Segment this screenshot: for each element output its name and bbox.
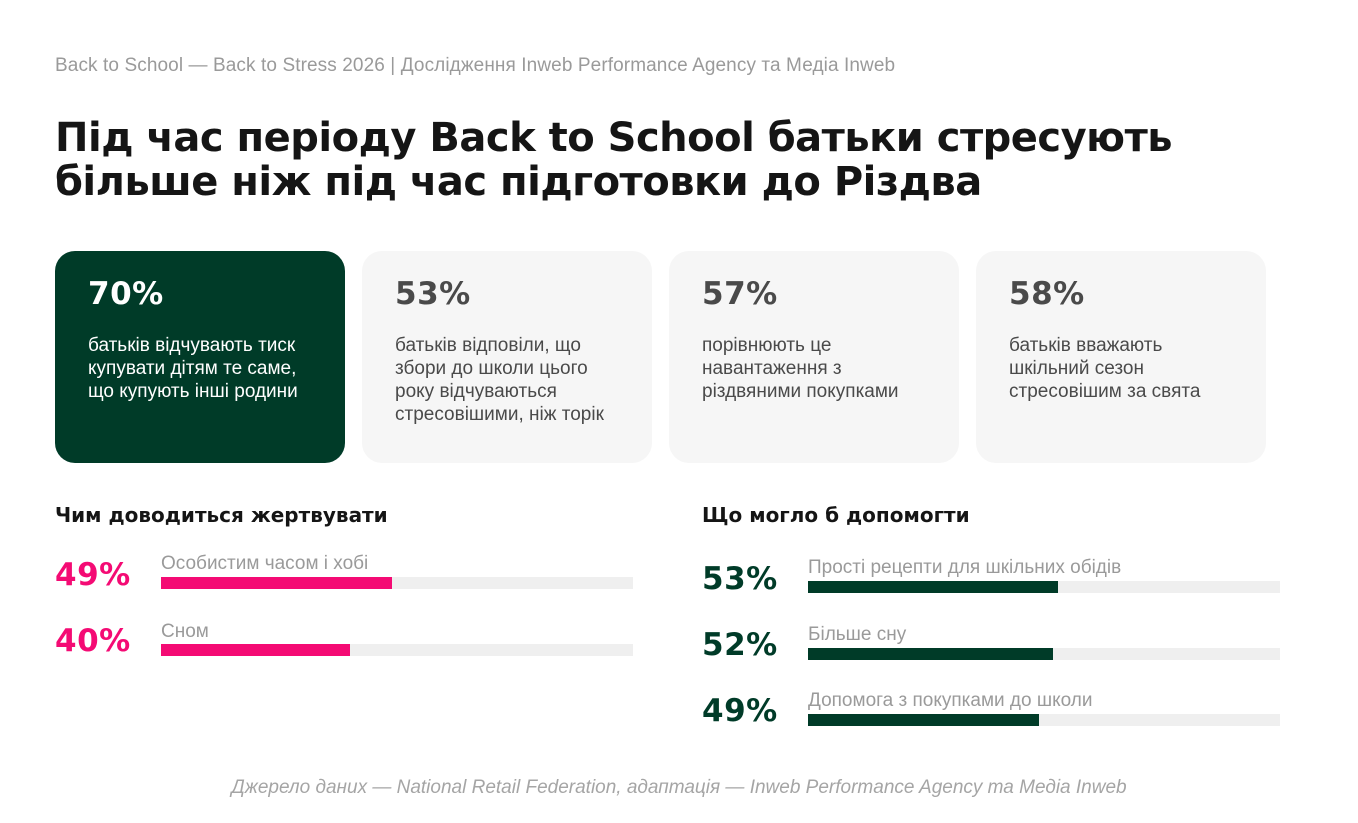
help-chart-title: Що могло б допомогти [702, 503, 970, 527]
bar-track [161, 644, 633, 656]
sacrifice-chart-title: Чим доводиться жертвувати [55, 503, 388, 527]
bar-category-label: Особистим часом і хобі [161, 553, 369, 574]
stat-card-value: 53% [395, 276, 471, 312]
stat-card: 70% батьків відчувають тиск купувати діт… [55, 251, 345, 463]
bar-value-label: 53% [702, 561, 778, 597]
bar [808, 581, 1059, 593]
stat-card-value: 58% [1009, 276, 1085, 312]
bar-category-label: Допомога з покупками до школи [808, 690, 1093, 711]
stat-card: 58% батьків вважають шкільний сезон стре… [976, 251, 1266, 463]
bar-value-label: 40% [55, 623, 131, 659]
stat-card-value: 70% [88, 276, 164, 312]
stat-card-value: 57% [702, 276, 778, 312]
data-source-note: Джерело даних — National Retail Federati… [231, 777, 1127, 798]
bar [808, 714, 1040, 726]
headline: Під час періоду Back to School батьки ст… [55, 115, 1173, 205]
bar-value-label: 49% [702, 693, 778, 729]
bar-category-label: Прості рецепти для шкільних обідів [808, 557, 1122, 578]
report-subtitle: Back to School — Back to Stress 2026 | Д… [55, 55, 896, 76]
bar-value-label: 49% [55, 557, 131, 593]
stat-card-text: батьків вважають шкільний сезон стресові… [1009, 335, 1201, 402]
bar-category-label: Сном [161, 621, 209, 642]
bar-track [808, 648, 1280, 660]
stat-card-text: порівнюють це навантаження з різдвяними … [702, 335, 899, 402]
bar [161, 644, 350, 656]
stat-card: 53% батьків відповіли, що збори до школи… [362, 251, 652, 463]
bar [808, 648, 1054, 660]
bar [161, 577, 393, 589]
bar-category-label: Більше сну [808, 624, 907, 645]
bar-track [808, 581, 1280, 593]
stat-card-text: батьків відповіли, що збори до школи цьо… [395, 335, 604, 425]
bar-track [808, 714, 1280, 726]
stat-cards: 70% батьків відчувають тиск купувати діт… [55, 251, 1266, 463]
stat-card-text: батьків відчувають тиск купувати дітям т… [88, 335, 298, 402]
bar-track [161, 577, 633, 589]
stat-card: 57% порівнюють це навантаження з різдвян… [669, 251, 959, 463]
bar-value-label: 52% [702, 627, 778, 663]
